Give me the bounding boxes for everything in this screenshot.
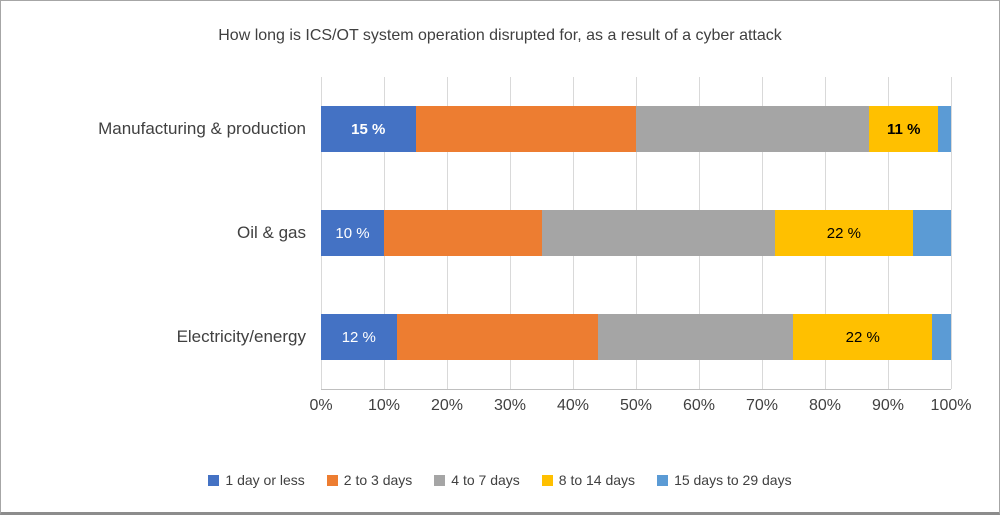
category-label: Electricity/energy	[176, 327, 306, 346]
legend-swatch	[541, 474, 553, 486]
legend-item: 2 to 3 days	[326, 472, 413, 488]
legend-swatch	[208, 474, 220, 486]
bar-segment: 10 %	[321, 210, 384, 256]
bar-row: 15 % 11 %	[321, 106, 951, 152]
bar-segment	[598, 314, 794, 360]
x-axis: 0% 10% 20% 30% 40% 50% 60% 70% 80% 90% 100%	[309, 397, 971, 419]
category-label: Oil & gas	[237, 223, 306, 242]
bar-segment	[415, 106, 636, 152]
gridline	[951, 77, 952, 389]
bar-segment	[396, 314, 599, 360]
legend-item: 15 days to 29 days	[657, 472, 792, 488]
bar-series-container: 15 % 11 % 10 % 22 % 12 % 22 %	[321, 77, 951, 389]
legend-item: 1 day or less	[208, 472, 305, 488]
x-tick-label: 70%	[745, 397, 779, 414]
data-label: 11 %	[887, 120, 921, 138]
legend-swatch	[326, 474, 338, 486]
legend-swatch	[434, 474, 446, 486]
bar-row: 10 % 22 %	[321, 210, 951, 256]
bar-segment	[384, 210, 542, 256]
chart-title: How long is ICS/OT system operation disr…	[218, 27, 782, 44]
bar-segment: 11 %	[869, 106, 939, 152]
x-tick-label: 40%	[556, 397, 590, 414]
legend-label: 1 day or less	[225, 472, 305, 488]
x-tick-label: 10%	[367, 397, 401, 414]
legend-label: 4 to 7 days	[451, 472, 520, 488]
bar-segment	[913, 210, 951, 256]
legend-label: 2 to 3 days	[343, 472, 413, 488]
x-tick-label: 90%	[871, 397, 905, 414]
data-label: 15 %	[351, 120, 386, 138]
x-tick-label: 20%	[430, 397, 464, 414]
bar-row: 12 % 22 %	[321, 314, 951, 360]
legend-label: 8 to 14 days	[558, 472, 636, 488]
x-tick-label: 30%	[493, 397, 527, 414]
legend-swatch	[657, 474, 669, 486]
legend: 1 day or less 2 to 3 days 4 to 7 days 8 to …	[1, 472, 999, 488]
bar-segment: 22 %	[774, 210, 914, 256]
bar-segment: 15 %	[321, 106, 416, 152]
legend-label: 15 days to 29 days	[674, 472, 792, 488]
bar-segment	[938, 106, 951, 152]
category-axis: Manufacturing & production Oil & gas Elect…	[1, 77, 306, 389]
data-label: 22 %	[845, 328, 880, 346]
bar-segment	[541, 210, 775, 256]
bar-segment: 12 %	[321, 314, 397, 360]
plot-area: 15 % 11 % 10 % 22 % 12 % 22 %	[321, 77, 952, 390]
x-tick-label: 80%	[808, 397, 842, 414]
legend-item: 8 to 14 days	[541, 472, 636, 488]
bar-segment: 22 %	[793, 314, 933, 360]
legend-item: 4 to 7 days	[434, 472, 520, 488]
data-label: 22 %	[826, 224, 861, 242]
data-label: 12 %	[341, 328, 376, 346]
data-label: 10 %	[335, 224, 370, 242]
x-tick-label: 60%	[682, 397, 716, 414]
x-tick-label: 0%	[309, 397, 333, 414]
x-tick-label: 100%	[930, 397, 972, 414]
x-tick-label: 50%	[619, 397, 653, 414]
bar-segment	[636, 106, 870, 152]
category-label: Manufacturing & production	[98, 119, 306, 138]
bar-segment	[932, 314, 951, 360]
